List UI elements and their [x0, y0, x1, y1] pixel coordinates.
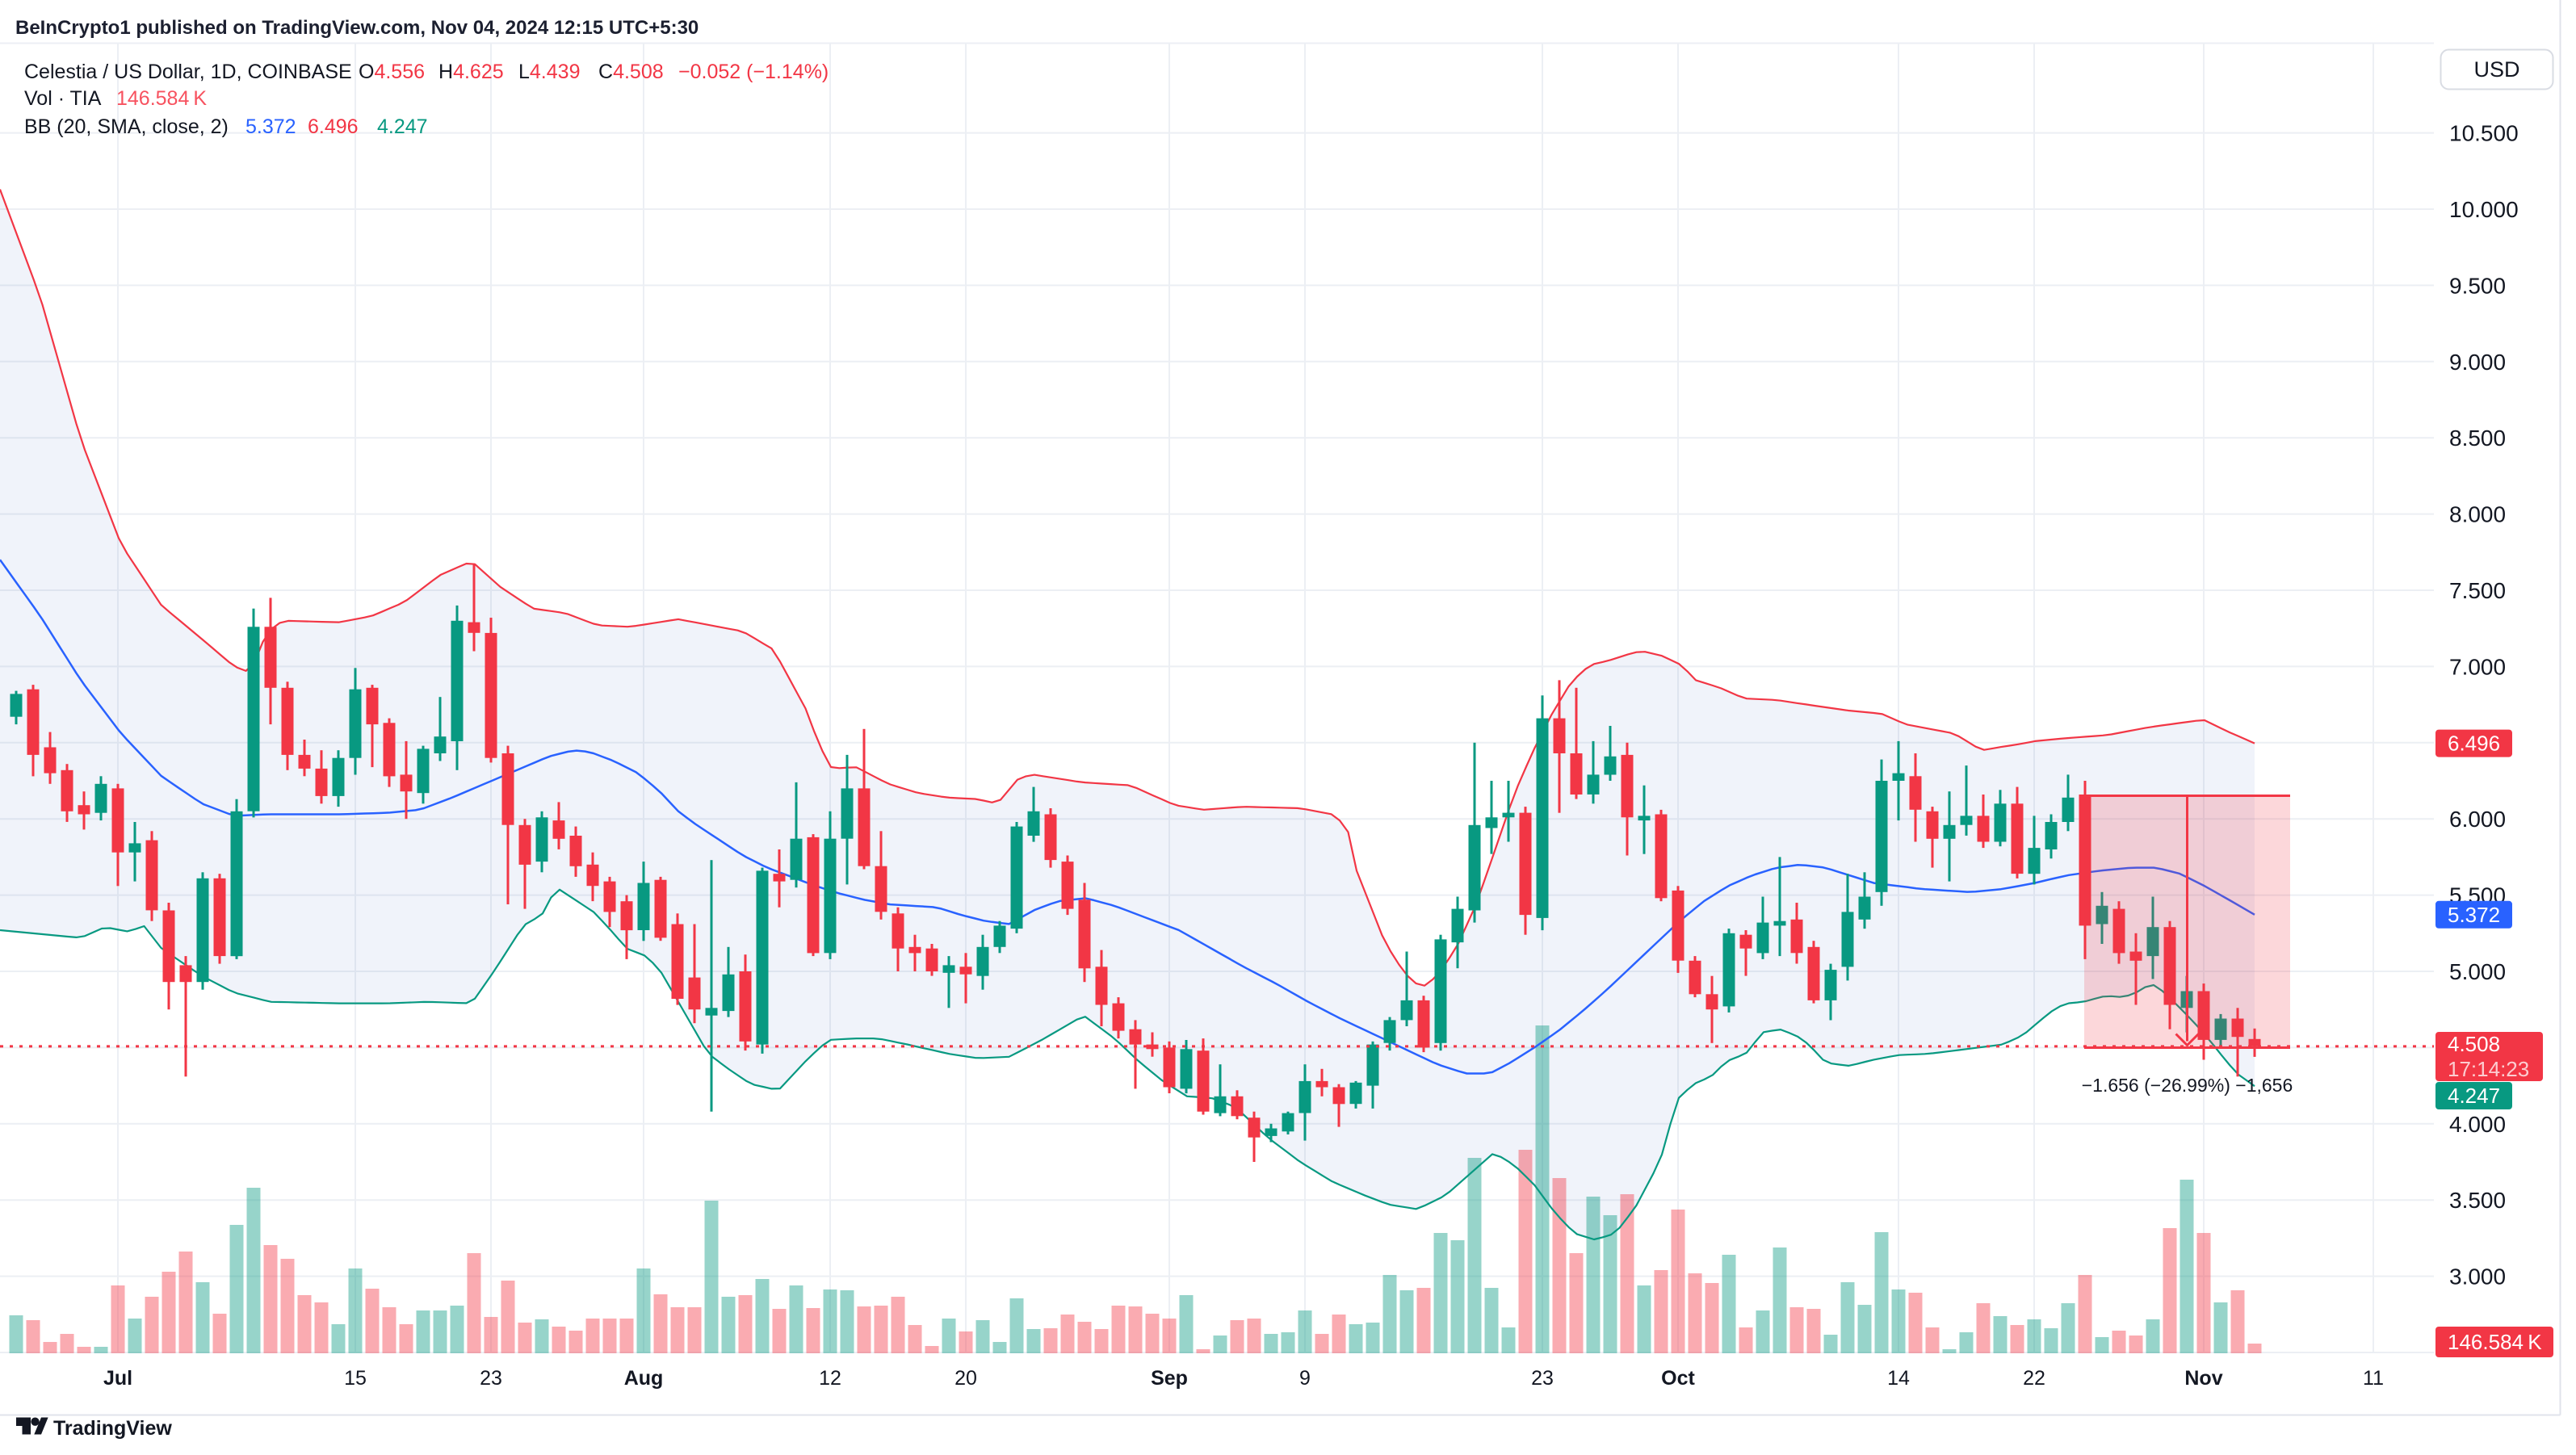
svg-text:6.000: 6.000	[2449, 807, 2506, 832]
svg-text:5.000: 5.000	[2449, 959, 2506, 984]
svg-text:Jul: Jul	[103, 1367, 132, 1390]
svg-text:20: 20	[954, 1367, 977, 1390]
svg-text:8.500: 8.500	[2449, 426, 2506, 451]
svg-text:Celestia / US Dollar, 1D, COIN: Celestia / US Dollar, 1D, COINBASE	[24, 61, 352, 83]
svg-text:BeInCrypto1 published on Tradi: BeInCrypto1 published on TradingView.com…	[15, 17, 699, 39]
svg-text:BB (20, SMA, close, 2): BB (20, SMA, close, 2)	[24, 115, 229, 138]
svg-text:12: 12	[819, 1367, 841, 1390]
svg-text:Oct: Oct	[1661, 1367, 1695, 1390]
svg-text:23: 23	[480, 1367, 502, 1390]
svg-text:10.500: 10.500	[2449, 121, 2519, 146]
svg-text:6.496: 6.496	[308, 115, 359, 138]
svg-text:Aug: Aug	[624, 1367, 664, 1390]
svg-text:22: 22	[2023, 1367, 2045, 1390]
svg-text:146.584 K: 146.584 K	[2448, 1330, 2542, 1354]
svg-text:8.000: 8.000	[2449, 502, 2506, 527]
svg-text:5.372: 5.372	[2448, 903, 2500, 927]
svg-text:7.500: 7.500	[2449, 578, 2506, 603]
svg-text:4.247: 4.247	[2448, 1084, 2500, 1108]
svg-text:10.000: 10.000	[2449, 197, 2519, 222]
svg-text:9.500: 9.500	[2449, 273, 2506, 298]
svg-text:23: 23	[1531, 1367, 1554, 1390]
svg-text:4.000: 4.000	[2449, 1112, 2506, 1137]
svg-text:4.247: 4.247	[377, 115, 428, 138]
svg-text:146.584 K: 146.584 K	[116, 87, 207, 110]
svg-text:Vol · TIA: Vol · TIA	[24, 87, 102, 110]
svg-text:14: 14	[1887, 1367, 1910, 1390]
svg-text:−1.656 (−26.99%) −1,656: −1.656 (−26.99%) −1,656	[2082, 1075, 2293, 1096]
svg-text:15: 15	[344, 1367, 367, 1390]
svg-text:7.000: 7.000	[2449, 654, 2506, 679]
svg-text:9: 9	[1299, 1367, 1311, 1390]
svg-text:17:14:23: 17:14:23	[2448, 1057, 2529, 1081]
svg-text:USD: USD	[2473, 57, 2519, 82]
svg-text:11: 11	[2363, 1367, 2384, 1390]
svg-text:5.372: 5.372	[245, 115, 296, 138]
svg-text:Nov: Nov	[2184, 1367, 2222, 1390]
svg-text:TradingView: TradingView	[53, 1417, 172, 1440]
svg-text:3.500: 3.500	[2449, 1188, 2506, 1213]
svg-text:Sep: Sep	[1151, 1367, 1188, 1390]
svg-text:4.508: 4.508	[2448, 1032, 2500, 1056]
svg-text:9.000: 9.000	[2449, 350, 2506, 375]
svg-text:6.496: 6.496	[2448, 732, 2500, 756]
svg-text:3.000: 3.000	[2449, 1264, 2506, 1289]
